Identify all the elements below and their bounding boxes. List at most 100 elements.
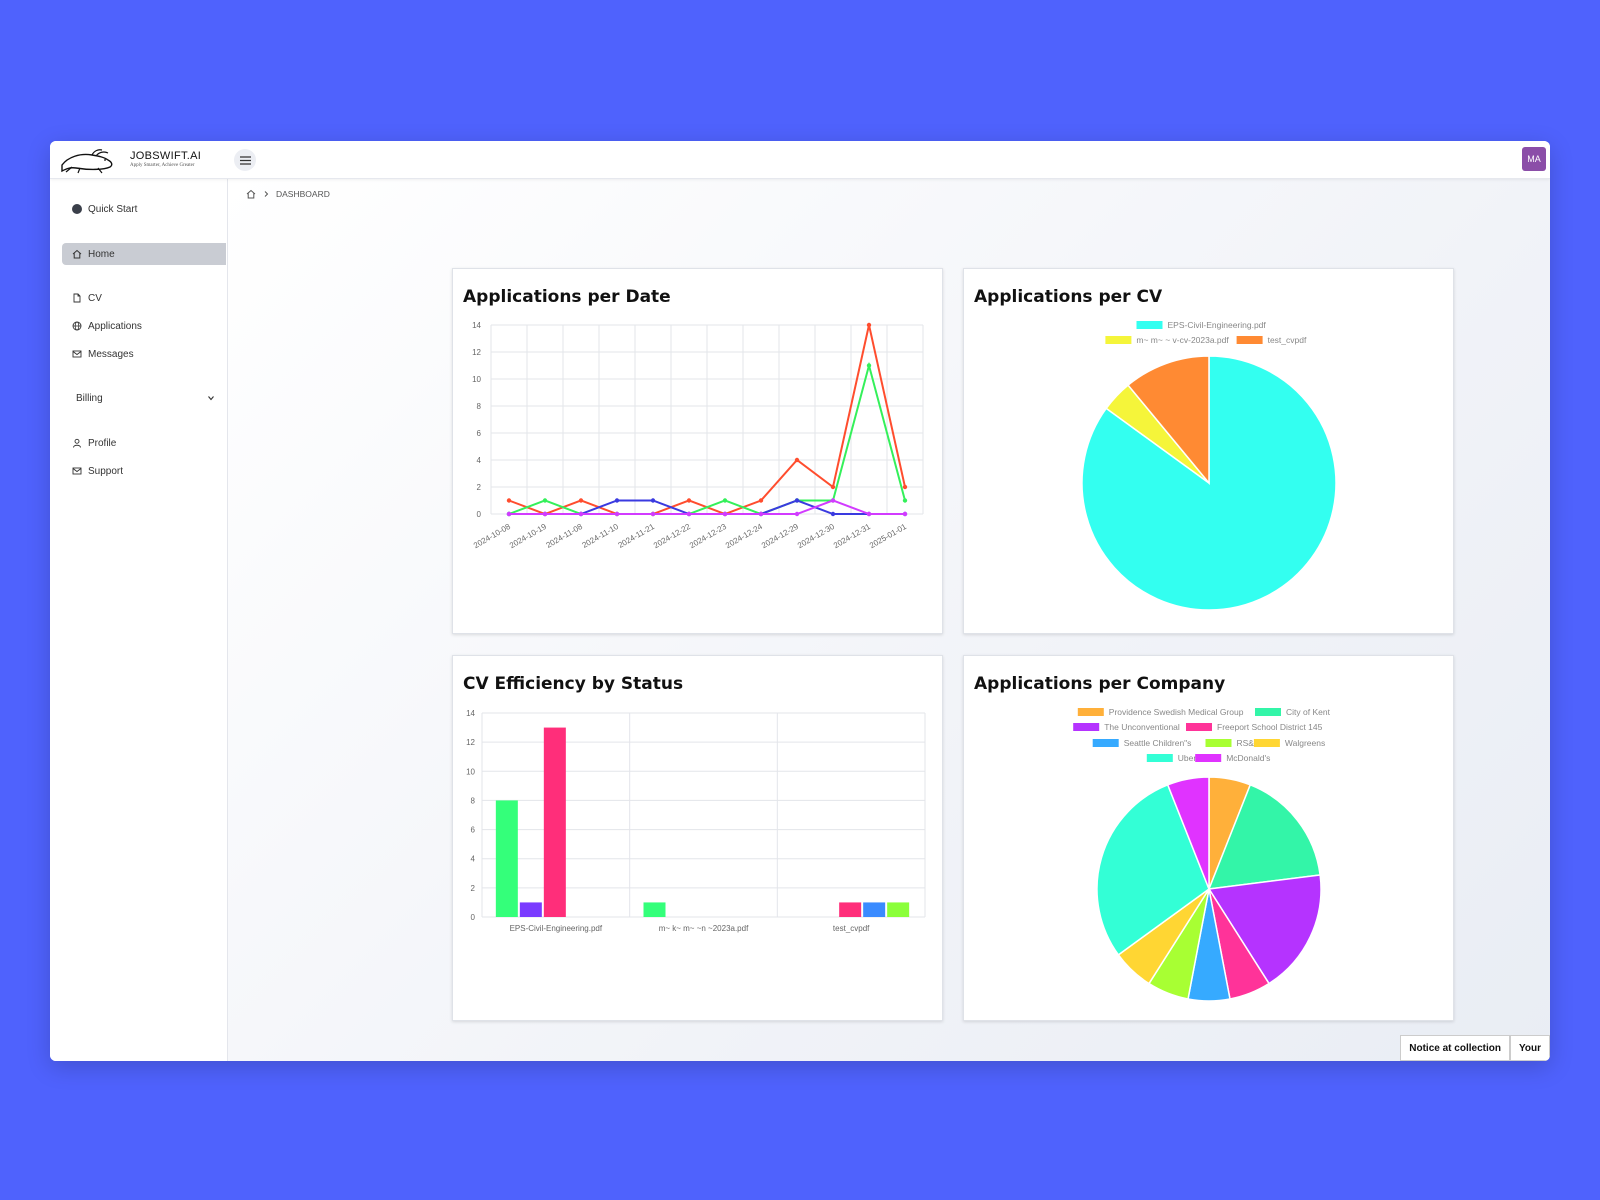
x-tick-label: 2024-10-08	[472, 522, 512, 551]
data-point	[866, 363, 872, 368]
x-tick-label: 2024-12-31	[832, 522, 872, 551]
x-tick-label: EPS-Civil-Engineering.pdf	[510, 924, 603, 933]
bar	[887, 902, 910, 917]
y-tick-label: 8	[477, 402, 482, 411]
pie-slice	[1207, 874, 1322, 985]
card-applications-per-cv: Applications per CV EPS-Civil-Engineerin…	[963, 268, 1454, 634]
document-icon	[73, 293, 81, 303]
y-tick-label: 2	[471, 884, 476, 893]
chevron-right-icon	[264, 191, 269, 197]
pie-chart: Providence Swedish Medical Group City of …	[1073, 707, 1331, 1002]
card-title: Applications per CV	[974, 287, 1163, 307]
data-point	[686, 511, 692, 517]
y-tick-label: 14	[472, 321, 481, 330]
x-tick-label: 2024-12-23	[688, 522, 728, 551]
y-tick-label: 14	[466, 709, 475, 718]
pie-slice	[1166, 776, 1210, 890]
data-point	[902, 484, 908, 490]
pie-slice	[1096, 783, 1210, 956]
brand-tagline: Apply Smarter, Achieve Greater	[130, 163, 195, 168]
globe-icon	[72, 321, 82, 331]
data-point	[650, 498, 656, 503]
legend-swatch	[1105, 336, 1132, 344]
sidebar-item-label: Profile	[88, 437, 117, 449]
data-point	[722, 511, 728, 517]
data-point	[686, 498, 692, 503]
y-tick-label: 12	[466, 738, 475, 747]
data-point	[758, 511, 764, 517]
user-avatar[interactable]: MA	[1522, 147, 1546, 171]
card-title: CV Efficiency by Status	[463, 674, 684, 694]
legend-label: McDonald's	[1226, 753, 1270, 763]
series-line	[509, 499, 905, 515]
y-tick-label: 10	[466, 767, 475, 776]
rabbit-logo-icon[interactable]	[58, 145, 118, 175]
legend-swatch	[1146, 754, 1173, 762]
sidebar-item-profile[interactable]: Profile	[62, 432, 226, 454]
sidebar-item-label: Messages	[88, 348, 134, 360]
sidebar-item-support[interactable]: Support	[62, 460, 226, 482]
x-tick-label: 2024-11-21	[617, 522, 657, 550]
data-point	[578, 498, 584, 503]
y-tick-label: 2	[477, 483, 482, 492]
pie-chart: EPS-Civil-Engineering.pdf m~ m~ ~ v-cv-20…	[1081, 320, 1337, 611]
legend-label: Providence Swedish Medical Group	[1109, 707, 1244, 717]
legend-swatch	[1195, 754, 1222, 762]
mail-icon	[72, 467, 82, 475]
your-privacy-link[interactable]: Your	[1509, 1035, 1550, 1061]
app-window: JOBSWIFT.AI Apply Smarter, Achieve Great…	[50, 141, 1550, 1061]
sidebar-item-label: Applications	[88, 320, 142, 332]
legend-label: m~ m~ ~ v-cv-2023a.pdf	[1136, 335, 1229, 345]
user-icon	[73, 438, 81, 448]
legend-label: City of Kent	[1286, 707, 1331, 717]
home-icon[interactable]	[246, 189, 256, 199]
hamburger-menu-button[interactable]	[234, 149, 256, 171]
legend-swatch	[1092, 739, 1119, 747]
data-point	[614, 511, 620, 517]
data-point	[794, 498, 800, 503]
x-tick-label: m~ k~ m~ ~n ~2023a.pdf	[659, 924, 749, 933]
notice-at-collection-link[interactable]: Notice at collection	[1400, 1035, 1510, 1061]
sidebar-item-label: Support	[88, 465, 124, 477]
y-tick-label: 12	[472, 348, 481, 357]
legend-swatch	[1236, 336, 1263, 344]
data-point	[506, 511, 512, 517]
cookie-notice-bar: Notice at collection Your	[1400, 1035, 1550, 1061]
line-chart: 0 2 4 6 8 10 12 14 2024-10-082024-10-192024-11-0…	[472, 321, 924, 551]
sidebar-item-home[interactable]: Home	[62, 243, 226, 265]
sidebar-item-applications[interactable]: Applications	[62, 315, 226, 337]
sidebar-item-quick-start[interactable]: Quick Start	[62, 198, 226, 220]
legend-swatch	[1073, 723, 1100, 731]
x-tick-label: 2024-12-29	[760, 522, 800, 551]
sidebar-item-messages[interactable]: Messages	[62, 343, 226, 365]
legend-label: Seattle Children"s	[1124, 738, 1192, 748]
y-tick-label: 8	[471, 796, 476, 805]
x-tick-label: 2024-12-30	[796, 522, 836, 551]
card-cv-efficiency-by-status: CV Efficiency by Status 0 2 4 6 8 10 12 14 EPS-C…	[452, 655, 943, 1021]
chevron-down-icon	[208, 396, 214, 401]
sidebar-item-billing[interactable]: Billing	[62, 387, 226, 409]
legend-swatch	[1255, 708, 1281, 716]
x-tick-label: 2024-11-10	[581, 522, 621, 550]
legend-label: The Unconventional	[1104, 722, 1180, 732]
brand-name: JOBSWIFT.AI	[130, 150, 202, 162]
legend-label: Uber	[1178, 753, 1197, 763]
data-point	[866, 511, 872, 517]
legend-swatch	[1186, 723, 1212, 731]
card-title: Applications per Date	[463, 287, 671, 307]
brand[interactable]: JOBSWIFT.AI Apply Smarter, Achieve Great…	[130, 150, 201, 168]
legend-swatch	[1205, 739, 1232, 747]
data-point	[722, 498, 728, 503]
bar	[495, 800, 518, 917]
data-point	[902, 511, 908, 517]
card-applications-per-company: Applications per Company Providence Swed…	[963, 655, 1454, 1021]
sidebar-item-label: Home	[88, 248, 115, 260]
quick-start-dot-icon	[72, 204, 82, 214]
sidebar-item-label: Billing	[76, 392, 103, 404]
data-point	[794, 457, 800, 463]
sidebar-item-cv[interactable]: CV	[62, 287, 226, 309]
legend-label: EPS-Civil-Engineering.pdf	[1168, 320, 1267, 330]
data-point	[794, 511, 800, 517]
pie-slice	[1207, 783, 1321, 890]
x-tick-label: 2024-12-24	[724, 522, 764, 551]
